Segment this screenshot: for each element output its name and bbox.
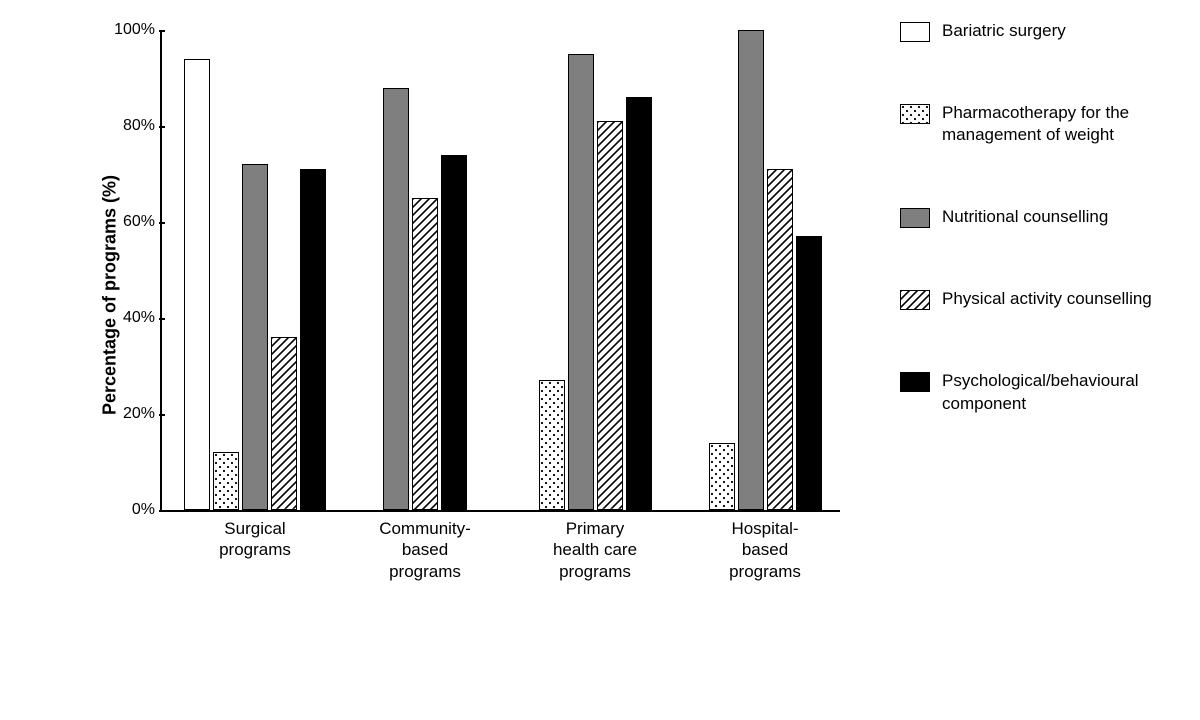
y-tick-label: 60%: [123, 213, 155, 230]
legend-label-nutrition: Nutritional counselling: [942, 206, 1108, 228]
bar-primary-nutrition: [568, 54, 594, 510]
chart-container: Percentage of programs (%) Surgicalprogr…: [0, 0, 1200, 720]
legend-label-psych: Psychological/behavioural component: [942, 370, 1190, 414]
x-label-hospital: Hospital-basedprograms: [680, 518, 850, 582]
y-tick: 40%: [100, 309, 155, 327]
x-label-surgical: Surgicalprograms: [170, 518, 340, 561]
bar-surgical-bariatric: [184, 59, 210, 510]
legend-swatch-bariatric: [900, 22, 930, 42]
y-tick: 0%: [100, 501, 155, 519]
dots-fill: [214, 453, 238, 509]
legend-label-pharma: Pharmacotherapy for the management of we…: [942, 102, 1190, 146]
y-tick-mark: [159, 126, 165, 128]
y-tick-mark: [159, 30, 165, 32]
y-tick-label: 100%: [114, 21, 155, 38]
bar-community-psych: [441, 155, 467, 510]
legend-item-bariatric: Bariatric surgery: [900, 20, 1190, 42]
bar-primary-psych: [626, 97, 652, 510]
legend: Bariatric surgery Pharmacotherapy for the…: [900, 20, 1190, 475]
bar-group-hospital: [680, 30, 850, 510]
bar-group-primary: [510, 54, 680, 510]
legend-label-physical: Physical activity counselling: [942, 288, 1152, 310]
legend-swatch-physical: [900, 290, 930, 310]
dots-fill: [540, 381, 564, 509]
y-tick-mark: [159, 510, 165, 512]
y-tick-mark: [159, 222, 165, 224]
chart-area: Percentage of programs (%) Surgicalprogr…: [100, 30, 840, 560]
bar-hospital-physical: [767, 169, 793, 510]
y-tick-label: 20%: [123, 405, 155, 422]
bar-group-surgical: [170, 59, 340, 510]
hatch-fill: [598, 122, 622, 509]
y-tick: 80%: [100, 117, 155, 135]
y-tick: 100%: [100, 21, 155, 39]
legend-item-psych: Psychological/behavioural component: [900, 370, 1190, 414]
legend-swatch-pharma: [900, 104, 930, 124]
bar-surgical-pharma: [213, 452, 239, 510]
plot-area: SurgicalprogramsCommunity-basedprogramsP…: [160, 30, 840, 512]
hatch-fill: [272, 338, 296, 509]
legend-item-physical: Physical activity counselling: [900, 288, 1190, 310]
bar-hospital-nutrition: [738, 30, 764, 510]
x-label-community: Community-basedprograms: [340, 518, 510, 582]
hatch-swatch-fill: [901, 291, 929, 309]
y-tick-label: 0%: [132, 501, 155, 518]
bar-primary-pharma: [539, 380, 565, 510]
y-tick-mark: [159, 414, 165, 416]
bar-surgical-physical: [271, 337, 297, 510]
y-tick-label: 40%: [123, 309, 155, 326]
bar-group-community: [340, 88, 510, 510]
y-tick: 60%: [100, 213, 155, 231]
x-label-primary: Primaryhealth careprograms: [510, 518, 680, 582]
legend-item-pharma: Pharmacotherapy for the management of we…: [900, 102, 1190, 146]
hatch-fill: [413, 199, 437, 509]
dots-swatch-fill: [901, 105, 929, 123]
legend-swatch-psych: [900, 372, 930, 392]
bar-hospital-psych: [796, 236, 822, 510]
y-tick-mark: [159, 318, 165, 320]
legend-item-nutrition: Nutritional counselling: [900, 206, 1190, 228]
bar-community-physical: [412, 198, 438, 510]
y-tick: 20%: [100, 405, 155, 423]
bar-surgical-nutrition: [242, 164, 268, 510]
legend-label-bariatric: Bariatric surgery: [942, 20, 1066, 42]
bar-primary-physical: [597, 121, 623, 510]
legend-swatch-nutrition: [900, 208, 930, 228]
bar-community-nutrition: [383, 88, 409, 510]
bar-hospital-pharma: [709, 443, 735, 510]
y-tick-label: 80%: [123, 117, 155, 134]
bar-surgical-psych: [300, 169, 326, 510]
dots-fill: [710, 444, 734, 509]
y-axis-label: Percentage of programs (%): [100, 175, 121, 415]
hatch-fill: [768, 170, 792, 509]
